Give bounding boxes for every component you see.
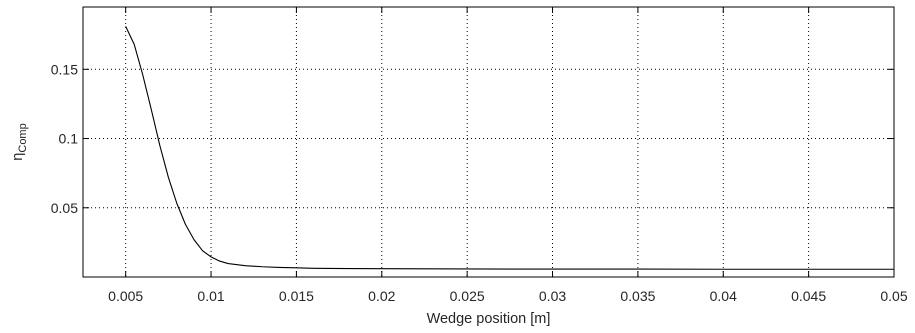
x-tick-label: 0.015 (279, 288, 314, 304)
grid-lines (83, 7, 894, 277)
x-tick-label: 0.025 (450, 288, 485, 304)
x-tick-label: 0.01 (197, 288, 224, 304)
x-axis-ticks: 0.005 0.01 0.015 0.02 0.025 0.03 0.035 0.04 0.04… (108, 7, 908, 304)
y-axis-label-subscript: Comp (17, 123, 29, 152)
y-tick-label: 0.05 (51, 200, 78, 216)
y-tick-label: 0.15 (51, 61, 78, 77)
y-axis-label: ηComp (10, 123, 29, 160)
x-tick-label: 0.03 (539, 288, 566, 304)
x-tick-label: 0.04 (710, 288, 737, 304)
y-axis-ticks: 0.05 0.1 0.15 (51, 61, 894, 216)
x-tick-label: 0.02 (368, 288, 395, 304)
plot-frame (82, 6, 895, 278)
series-line (125, 26, 894, 270)
x-tick-label: 0.005 (108, 288, 143, 304)
y-tick-label: 0.1 (59, 131, 79, 147)
y-axis-label-base: η (10, 153, 26, 161)
x-tick-label: 0.035 (620, 288, 655, 304)
x-axis-label: Wedge position [m] (427, 311, 551, 327)
x-tick-label: 0.05 (880, 288, 907, 304)
x-tick-label: 0.045 (791, 288, 826, 304)
series-layer (125, 26, 894, 270)
